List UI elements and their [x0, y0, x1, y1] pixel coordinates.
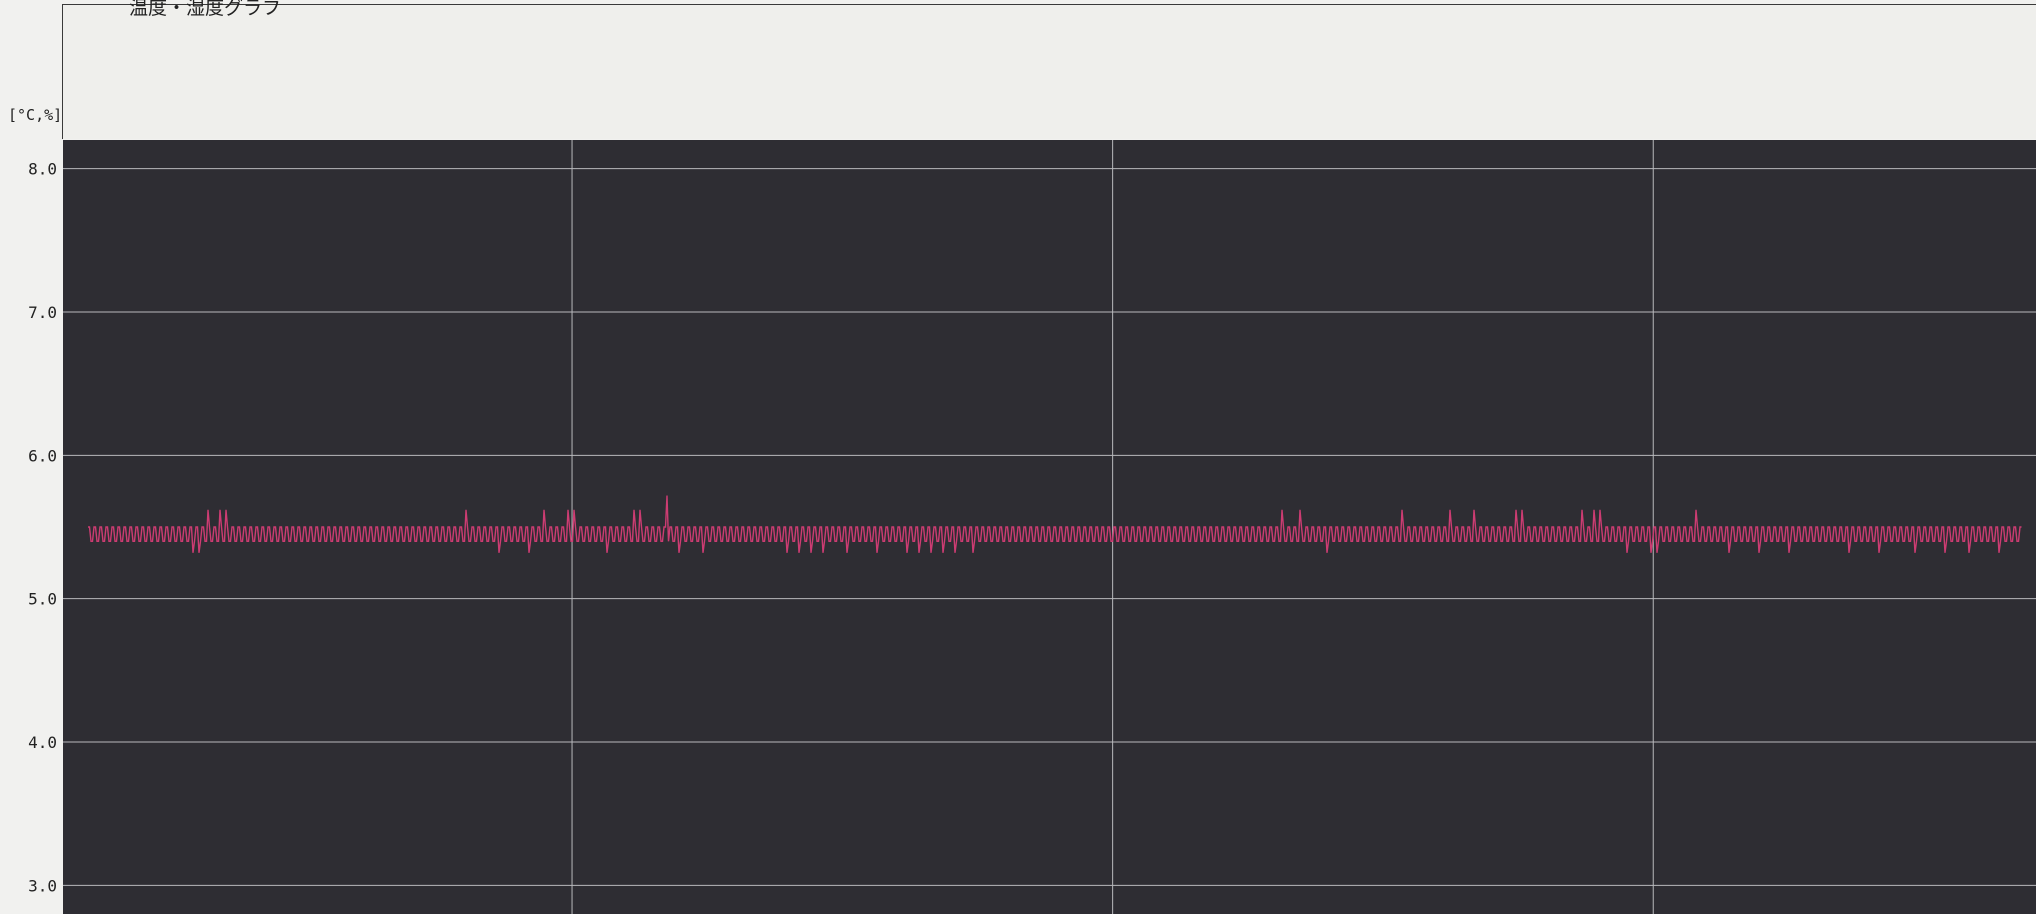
- grid-lines: [63, 140, 2036, 914]
- chart-frame: 温度・湿度グラフ: [62, 0, 2036, 139]
- y-tick-label: 7.0: [28, 303, 57, 322]
- y-tick-label: 5.0: [28, 590, 57, 609]
- chart-title: 温度・湿度グラフ: [129, 0, 282, 19]
- y-tick-label: 3.0: [28, 876, 57, 895]
- y-tick-labels: 8.0 7.0 6.0 5.0 4.0 3.0: [28, 160, 57, 896]
- y-axis-unit-label: [°C,%]: [8, 106, 63, 124]
- series-line: [88, 495, 2022, 553]
- y-tick-label: 4.0: [28, 733, 57, 752]
- y-tick-label: 6.0: [28, 446, 57, 465]
- y-tick-label: 8.0: [28, 160, 57, 179]
